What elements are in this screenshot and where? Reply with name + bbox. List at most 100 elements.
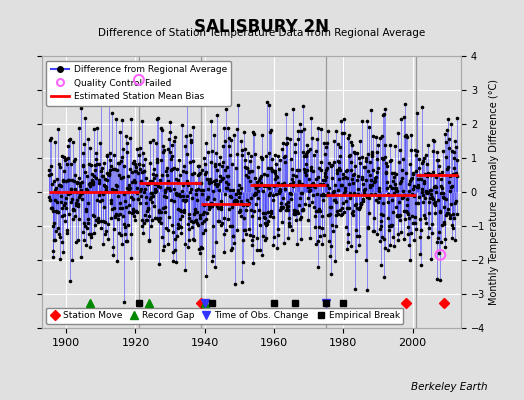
Point [449,211,457,218]
Point [425,210,433,216]
Point [255,215,264,222]
Point [376,226,384,232]
Point [221,138,229,144]
Point [225,206,234,212]
Point [379,274,388,280]
Point [79,228,87,235]
Point [96,96,105,103]
Point [67,186,75,192]
Point [67,186,75,192]
Point [122,238,130,244]
Point [430,184,438,190]
Point [260,214,269,221]
Point [341,188,350,194]
Point [302,149,311,156]
Point [223,172,232,179]
Point [231,280,239,287]
Point [152,172,160,178]
Point [299,103,307,109]
Point [231,198,239,204]
Point [205,205,214,212]
Point [330,188,339,194]
Point [451,237,459,244]
Point [311,184,319,191]
Point [103,152,112,158]
Point [134,196,143,203]
Point [303,194,312,201]
Point [389,209,397,216]
Point [102,177,111,183]
Point [412,148,421,154]
Point [126,135,135,141]
Point [85,244,94,250]
Point [123,238,132,244]
Point [70,207,79,213]
Point [419,192,427,198]
Point [115,230,124,236]
Point [379,112,387,119]
Point [414,194,423,200]
Point [125,209,133,216]
Point [205,203,213,209]
Point [386,142,394,148]
Point [314,238,322,244]
Point [47,205,56,211]
Point [61,199,70,206]
Point [168,166,176,172]
Point [329,190,337,197]
Point [282,141,290,147]
Point [281,152,289,159]
Point [224,143,233,150]
Point [276,157,284,163]
Point [447,184,455,190]
Point [123,140,131,146]
Point [170,138,178,144]
Point [398,167,406,174]
Point [100,204,108,210]
Point [130,178,139,185]
Point [172,259,181,266]
Point [315,224,323,230]
Point [91,150,100,156]
Point [269,197,277,204]
Point [336,153,344,160]
Point [310,182,319,189]
Point [281,186,289,192]
Point [280,180,289,186]
Point [220,125,228,131]
Point [53,126,62,132]
Point [403,196,411,202]
Point [331,258,339,265]
Point [432,148,441,155]
Point [207,159,215,166]
Point [235,194,243,200]
Point [358,181,367,187]
Point [376,218,385,224]
Point [367,107,375,114]
Point [180,207,188,213]
Point [110,205,118,211]
Point [227,203,236,210]
Point [335,176,343,182]
Point [407,132,416,138]
Point [233,198,241,204]
Point [271,160,280,167]
Point [125,202,134,208]
Point [351,202,359,208]
Point [339,171,347,178]
Point [129,209,137,215]
Point [117,158,126,164]
Point [422,152,431,158]
Point [160,147,168,153]
Point [445,188,454,194]
Point [432,183,440,190]
Point [423,161,432,167]
Point [206,118,215,125]
Point [337,130,346,136]
Point [418,189,426,196]
Point [163,165,171,171]
Point [45,167,53,173]
Point [115,200,124,206]
Point [387,222,395,229]
Point [449,170,457,177]
